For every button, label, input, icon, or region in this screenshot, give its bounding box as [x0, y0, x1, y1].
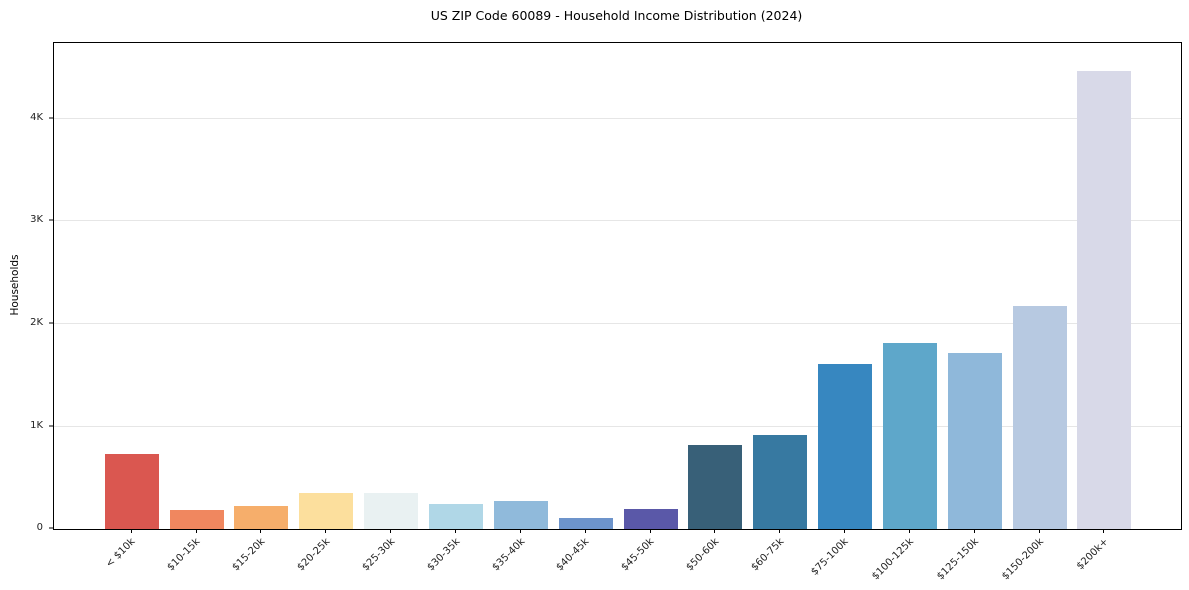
x-tick-label: $45-50k — [619, 536, 657, 574]
bar — [234, 505, 289, 529]
x-tick-mark — [130, 529, 132, 533]
x-tick-mark — [1038, 529, 1040, 533]
y-tick-label: 0 — [36, 522, 43, 533]
bar — [558, 517, 613, 529]
x-tick-mark — [260, 529, 262, 533]
gridline — [54, 220, 1181, 222]
x-tick-mark — [973, 529, 975, 533]
x-tick-label: $25-30k — [360, 536, 398, 574]
x-tick-mark — [844, 529, 846, 533]
y-tick-label: 2K — [30, 316, 43, 328]
x-tick-label: $125-150k — [934, 536, 981, 583]
bar — [104, 454, 159, 529]
plot-area — [53, 42, 1182, 530]
bar — [299, 493, 354, 529]
x-tick-mark — [649, 529, 651, 533]
y-tick-mark — [49, 117, 53, 119]
bar — [1012, 305, 1067, 529]
y-tick-mark — [49, 322, 53, 324]
y-tick-label: 4K — [30, 111, 43, 123]
y-tick-label: 1K — [30, 419, 43, 431]
bar — [753, 435, 808, 529]
gridline — [54, 117, 1181, 119]
x-tick-mark — [195, 529, 197, 533]
x-axis-ticks: < $10k $10-15k $15-20k $20-25k $25-30k $30-35… — [53, 529, 1180, 589]
x-tick-mark — [779, 529, 781, 533]
x-tick-label: $30-35k — [425, 536, 463, 574]
x-tick-label: < $10k — [104, 536, 138, 570]
x-tick-label: $15-20k — [230, 536, 268, 574]
x-tick-mark — [390, 529, 392, 533]
x-tick-mark — [1103, 529, 1105, 533]
y-tick-mark — [49, 219, 53, 221]
x-tick-mark — [714, 529, 716, 533]
y-axis-ticks: 0 1K 2K 3K 4K — [0, 42, 53, 533]
x-tick-label: $20-25k — [295, 536, 333, 574]
x-tick-label: $50-60k — [684, 536, 722, 574]
x-tick-label: $40-45k — [554, 536, 592, 574]
x-tick-label: $200k+ — [1074, 536, 1111, 573]
x-tick-mark — [584, 529, 586, 533]
x-tick-label: $100-125k — [870, 536, 916, 583]
y-tick-mark — [49, 425, 53, 426]
x-tick-mark — [454, 529, 456, 533]
x-tick-mark — [519, 529, 521, 533]
bar — [623, 508, 678, 529]
gridline — [54, 425, 1181, 427]
bar — [493, 500, 548, 529]
bar — [818, 363, 873, 529]
y-tick-mark — [49, 527, 53, 529]
gridline — [54, 322, 1181, 324]
chart-title: US ZIP Code 60089 - Household Income Dis… — [430, 8, 803, 23]
bar — [428, 504, 483, 529]
y-tick-label: 3K — [30, 214, 43, 226]
x-tick-label: $75-100k — [809, 536, 852, 578]
bar — [688, 445, 743, 529]
bar — [882, 342, 937, 529]
x-tick-label: $10-15k — [165, 536, 203, 574]
x-tick-mark — [325, 529, 327, 533]
bar — [364, 492, 419, 529]
x-tick-label: $60-75k — [749, 536, 787, 574]
bar — [1077, 70, 1132, 529]
x-tick-label: $150-200k — [999, 536, 1046, 583]
bar — [947, 353, 1002, 529]
x-tick-label: $35-40k — [489, 536, 527, 574]
bar — [169, 510, 224, 529]
x-tick-mark — [908, 529, 910, 533]
